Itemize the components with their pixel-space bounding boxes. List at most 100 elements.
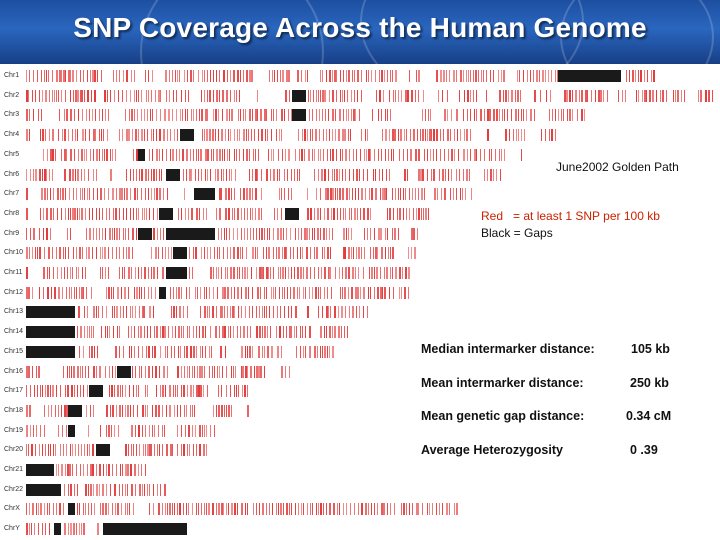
snp-tick bbox=[126, 503, 129, 516]
snp-tick bbox=[301, 247, 303, 260]
snp-tick bbox=[403, 503, 405, 516]
gap-block bbox=[159, 207, 173, 220]
snp-tick bbox=[417, 70, 420, 82]
snp-tick bbox=[644, 89, 646, 102]
snp-tick bbox=[227, 306, 229, 319]
snp-tick bbox=[371, 188, 373, 201]
snp-tick bbox=[342, 188, 344, 201]
snp-tick bbox=[329, 247, 331, 260]
snp-tick bbox=[600, 89, 602, 102]
gap-block bbox=[292, 89, 306, 102]
snp-tick bbox=[225, 129, 226, 142]
snp-tick bbox=[224, 326, 226, 339]
snp-tick bbox=[450, 168, 453, 181]
snp-tick bbox=[344, 326, 346, 339]
snp-tick bbox=[280, 207, 282, 220]
snp-tick bbox=[46, 267, 48, 279]
snp-tick bbox=[178, 148, 180, 161]
snp-tick bbox=[77, 365, 79, 378]
snp-tick bbox=[204, 306, 206, 319]
snp-tick bbox=[209, 326, 211, 339]
snp-tick bbox=[355, 267, 357, 279]
snp-tick bbox=[49, 503, 51, 516]
snp-tick bbox=[99, 503, 101, 516]
snp-tick bbox=[332, 148, 334, 161]
snp-tick bbox=[355, 247, 358, 260]
snp-tick bbox=[293, 326, 295, 339]
snp-tick bbox=[148, 444, 151, 457]
snp-tick bbox=[218, 503, 220, 516]
snp-tick bbox=[517, 89, 519, 102]
snp-tick bbox=[227, 129, 229, 142]
snp-tick bbox=[517, 129, 520, 142]
snp-tick bbox=[306, 247, 308, 260]
snp-tick bbox=[284, 109, 285, 122]
snp-tick bbox=[104, 365, 107, 378]
snp-tick bbox=[418, 207, 420, 220]
snp-tick bbox=[414, 247, 416, 260]
snp-tick bbox=[350, 129, 352, 142]
snp-tick bbox=[118, 129, 120, 142]
snp-tick bbox=[93, 306, 95, 319]
snp-tick bbox=[291, 326, 293, 339]
snp-tick bbox=[392, 129, 394, 142]
snp-tick bbox=[92, 464, 94, 476]
snp-tick bbox=[230, 267, 232, 279]
snp-tick bbox=[357, 70, 359, 82]
snp-tick bbox=[77, 109, 80, 122]
snp-tick bbox=[355, 286, 357, 299]
snp-tick bbox=[67, 483, 69, 496]
gap-block bbox=[117, 365, 131, 378]
snp-tick bbox=[407, 286, 409, 299]
snp-tick bbox=[477, 70, 480, 82]
snp-tick bbox=[122, 267, 124, 279]
snp-tick bbox=[147, 129, 149, 142]
snp-tick bbox=[126, 129, 128, 142]
snp-tick bbox=[246, 326, 248, 339]
snp-tick bbox=[187, 89, 189, 102]
snp-tick bbox=[332, 129, 334, 142]
snp-tick bbox=[526, 109, 528, 122]
snp-tick bbox=[51, 247, 54, 260]
snp-tick bbox=[238, 148, 240, 161]
snp-tick bbox=[308, 286, 310, 299]
snp-tick bbox=[290, 168, 293, 181]
snp-tick bbox=[267, 326, 269, 339]
snp-tick bbox=[293, 286, 295, 299]
snp-tick bbox=[138, 168, 141, 181]
snp-tick bbox=[153, 227, 155, 240]
snp-tick bbox=[212, 503, 214, 516]
snp-tick bbox=[367, 286, 369, 299]
snp-tick bbox=[82, 503, 84, 516]
snp-tick bbox=[365, 503, 367, 516]
snp-tick bbox=[186, 70, 188, 82]
gap-block bbox=[166, 227, 215, 240]
snp-tick bbox=[217, 227, 220, 240]
snp-tick bbox=[80, 326, 82, 339]
snp-tick bbox=[382, 89, 385, 102]
snp-tick bbox=[106, 129, 109, 142]
snp-tick bbox=[206, 385, 208, 398]
snp-tick bbox=[115, 247, 118, 260]
snp-tick bbox=[534, 89, 536, 102]
snp-tick bbox=[246, 148, 248, 161]
snp-tick bbox=[338, 326, 340, 339]
snp-tick bbox=[311, 227, 314, 240]
snp-tick bbox=[126, 188, 129, 201]
gap-block bbox=[166, 267, 187, 279]
snp-tick bbox=[144, 109, 146, 122]
snp-tick bbox=[101, 148, 103, 161]
snp-tick bbox=[328, 227, 330, 240]
snp-tick bbox=[108, 207, 110, 220]
snp-tick bbox=[45, 89, 48, 102]
snp-tick bbox=[421, 188, 423, 201]
snp-tick bbox=[443, 129, 445, 142]
snp-tick bbox=[356, 207, 358, 220]
snp-tick bbox=[79, 365, 81, 378]
snp-tick bbox=[387, 148, 389, 161]
snp-tick bbox=[315, 503, 318, 516]
chromosome-label: Chr21 bbox=[4, 466, 24, 473]
snp-tick bbox=[65, 70, 67, 82]
snp-tick bbox=[179, 503, 181, 516]
snp-tick bbox=[51, 129, 54, 142]
